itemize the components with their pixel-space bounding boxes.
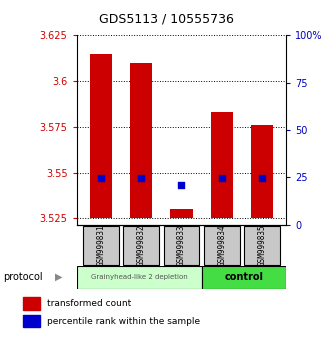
Text: GSM999832: GSM999832 xyxy=(137,224,146,266)
Bar xyxy=(211,112,233,218)
Text: protocol: protocol xyxy=(3,272,43,282)
Text: transformed count: transformed count xyxy=(47,299,132,308)
Text: ▶: ▶ xyxy=(55,272,62,282)
Text: GSM999833: GSM999833 xyxy=(177,224,186,266)
Text: control: control xyxy=(225,272,264,282)
Bar xyxy=(204,225,239,265)
Point xyxy=(139,175,144,181)
Bar xyxy=(23,297,40,310)
Point xyxy=(98,175,104,181)
Bar xyxy=(130,63,152,218)
Bar xyxy=(124,225,159,265)
Text: GSM999831: GSM999831 xyxy=(96,224,105,266)
Bar xyxy=(77,266,202,289)
Text: GDS5113 / 10555736: GDS5113 / 10555736 xyxy=(99,12,234,25)
Bar xyxy=(90,54,112,218)
Text: percentile rank within the sample: percentile rank within the sample xyxy=(47,317,200,326)
Text: Grainyhead-like 2 depletion: Grainyhead-like 2 depletion xyxy=(91,274,188,280)
Point xyxy=(179,183,184,188)
Point xyxy=(219,175,224,181)
Bar xyxy=(251,125,273,218)
Bar xyxy=(244,225,280,265)
Point xyxy=(259,175,265,181)
Bar xyxy=(170,209,192,218)
Bar xyxy=(23,315,40,327)
Bar xyxy=(202,266,286,289)
Bar xyxy=(164,225,199,265)
Text: GSM999835: GSM999835 xyxy=(258,224,267,266)
Text: GSM999834: GSM999834 xyxy=(217,224,226,266)
Bar xyxy=(83,225,119,265)
